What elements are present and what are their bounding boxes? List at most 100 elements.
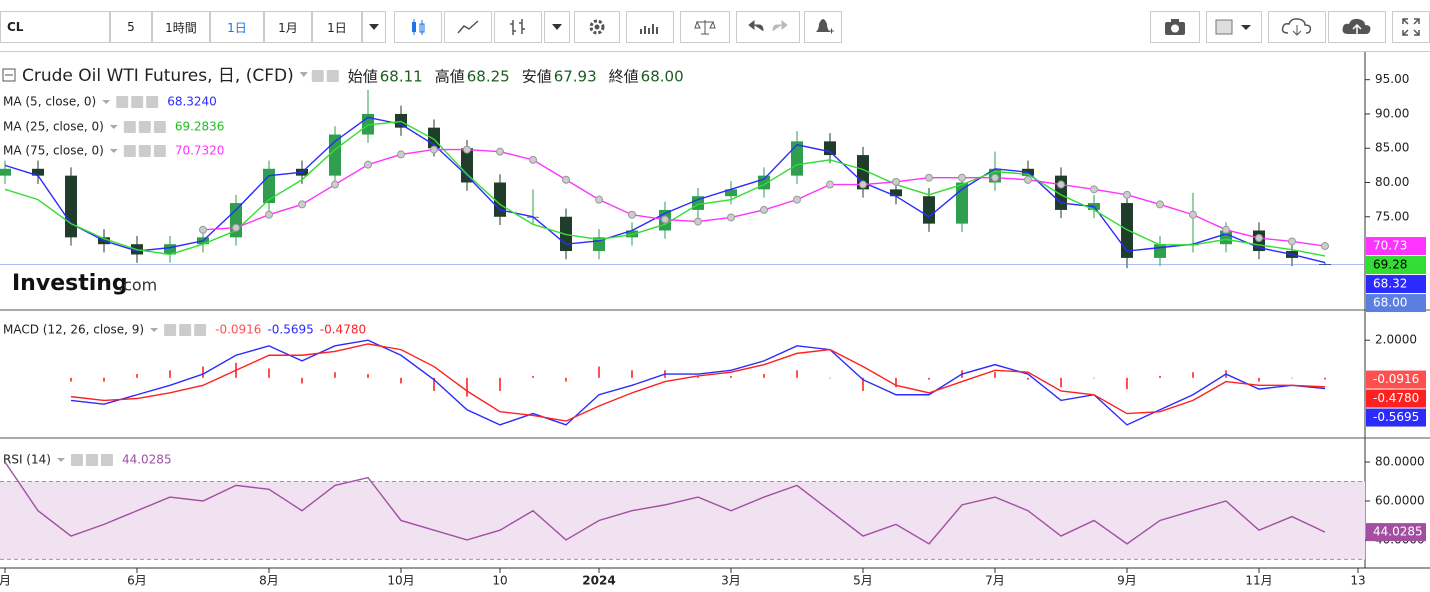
macd-title: MACD (12, 26, close, 9)	[3, 323, 144, 337]
rsi-title: RSI (14)	[3, 453, 51, 467]
histogram-bar	[334, 372, 336, 378]
ma-dot	[1057, 180, 1065, 189]
interval-button[interactable]: 1時間	[152, 11, 210, 43]
icon	[1215, 19, 1251, 35]
x-tick-label: 13	[1350, 574, 1365, 588]
x-tick-label: 11月	[1245, 574, 1272, 588]
legend-icon	[153, 121, 166, 133]
indicator-button[interactable]	[626, 11, 674, 43]
ma-dot	[727, 213, 735, 222]
ma-dot	[925, 173, 933, 182]
ma-dot	[331, 180, 339, 189]
histogram-bar	[895, 377, 897, 388]
icon	[589, 19, 605, 35]
histogram-bar	[499, 377, 501, 391]
candle-body	[1220, 230, 1232, 245]
interval-button[interactable]: 1日	[312, 11, 362, 43]
icon	[1281, 18, 1312, 36]
axis-badge	[1366, 237, 1426, 256]
watermark-domain: .com	[118, 276, 157, 295]
collapse-icon[interactable]	[2, 68, 16, 82]
interval-button[interactable]: 1日	[210, 11, 264, 43]
ohlc-value: 68.25	[467, 68, 510, 86]
x-tick-label: 5月	[853, 574, 873, 588]
legend-caret	[56, 458, 65, 462]
ma-dot	[1123, 190, 1131, 199]
candle-body	[1154, 244, 1166, 258]
fullscreen-button[interactable]	[1392, 11, 1430, 43]
histogram-bar	[433, 377, 435, 391]
settings-button[interactable]	[574, 11, 620, 43]
load-button[interactable]	[1268, 11, 1326, 43]
candle-body	[956, 182, 968, 224]
axis-badge-label: 68.00	[1373, 296, 1407, 310]
candle-body	[461, 148, 473, 183]
legend-name: MA (75, close, 0)	[3, 144, 104, 158]
interval-button[interactable]: 1月	[264, 11, 312, 43]
line-type-button[interactable]	[444, 11, 492, 43]
histogram-bar	[994, 372, 996, 378]
alert-button[interactable]	[804, 11, 842, 43]
color-button[interactable]	[1206, 11, 1262, 43]
legend-icon	[116, 96, 129, 108]
ma-dot	[1222, 225, 1230, 234]
interval-button[interactable]: 5	[110, 11, 152, 43]
legend-icon	[164, 324, 177, 336]
ma-dot	[397, 150, 405, 159]
legend-value: -0.0916	[215, 323, 261, 337]
ma-dot	[1288, 237, 1296, 246]
candle-body	[32, 168, 44, 176]
legend-icon	[138, 121, 151, 133]
axis-badge-label: 70.73	[1373, 239, 1407, 253]
type-dropdown[interactable]	[544, 11, 570, 43]
series-line	[4, 461, 1326, 545]
ma-dot	[496, 147, 504, 156]
candle-body	[263, 168, 275, 204]
icon	[816, 19, 834, 34]
histogram-bar	[532, 375, 534, 378]
legend-icon	[179, 324, 192, 336]
ma-dot	[430, 145, 438, 154]
candle-body	[824, 141, 836, 156]
icon	[412, 19, 425, 35]
candle-body	[65, 175, 77, 238]
histogram-bar	[928, 377, 930, 380]
candle-type-button[interactable]	[394, 11, 442, 43]
title-caret	[299, 72, 308, 77]
caret	[552, 24, 562, 30]
series-line	[70, 339, 1326, 426]
legend-value: 69.2836	[175, 120, 225, 134]
icon	[694, 20, 716, 35]
histogram-bar	[136, 374, 138, 378]
ma-dot	[265, 210, 273, 219]
chart-title: Crude Oil WTI Futures, 日, (CFD)	[22, 66, 294, 86]
histogram-bar	[1060, 377, 1062, 388]
icon	[510, 19, 525, 35]
ma-dot	[199, 225, 207, 234]
legend-icon	[85, 454, 98, 466]
histogram-bar	[1093, 377, 1095, 379]
histogram-bar	[1126, 377, 1128, 390]
histogram-bar	[598, 366, 600, 378]
x-tick-label: 10月	[387, 574, 414, 588]
ma-dot	[1090, 185, 1098, 194]
undo-redo[interactable]	[736, 11, 800, 43]
axis-badge	[1366, 370, 1426, 389]
y-tick-label: 95.00	[1375, 72, 1409, 86]
legend-icon	[100, 454, 113, 466]
compare-button[interactable]	[680, 11, 730, 43]
axis-badge	[1366, 389, 1426, 408]
interval-dropdown[interactable]	[362, 11, 386, 43]
histogram-bar	[763, 374, 765, 378]
screenshot-button[interactable]	[1150, 11, 1200, 43]
candle-body	[857, 155, 869, 190]
legend-name: MA (25, close, 0)	[3, 120, 104, 134]
legend-caret	[102, 100, 111, 104]
ma-dot	[892, 177, 900, 186]
bar-type-button[interactable]	[494, 11, 542, 43]
candle-body	[164, 244, 176, 255]
save-button[interactable]	[1328, 11, 1386, 43]
symbol-input[interactable]: CL	[0, 11, 110, 43]
